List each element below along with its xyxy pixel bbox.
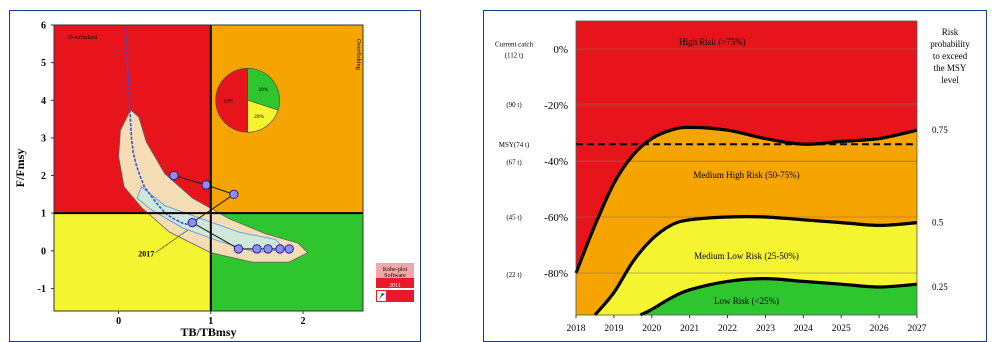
risk-boundary bbox=[593, 215, 918, 317]
x-tick-label: 2021 bbox=[680, 324, 699, 334]
pie-slice bbox=[247, 67, 280, 111]
risk-level-label: 0.75 bbox=[932, 125, 948, 135]
point-connector bbox=[192, 222, 239, 250]
point-connector bbox=[173, 174, 207, 186]
point-connector bbox=[192, 193, 235, 224]
x-tick-label: 2027 bbox=[908, 324, 927, 334]
x-tick-label: 1 bbox=[208, 316, 213, 327]
kobe-software-logo: Kobe-plot Software 2011 bbox=[376, 263, 414, 302]
y-tick-label: 0 bbox=[41, 246, 46, 257]
y-tick-label: 2 bbox=[41, 171, 46, 182]
y-tick-label: -80% bbox=[544, 268, 568, 280]
confidence-region-outer bbox=[118, 109, 309, 263]
risk-boundary bbox=[639, 276, 918, 317]
y-tick-label: -20% bbox=[544, 100, 568, 112]
risk-projection-plot: High Risk (>75%) Medium High Risk (50-75%… bbox=[495, 20, 970, 334]
x-axis-label: TB/TBmsy bbox=[180, 325, 236, 339]
trajectory-point bbox=[284, 244, 294, 254]
catch-label: (90 t) bbox=[506, 101, 522, 109]
svg-text:2011: 2011 bbox=[389, 283, 401, 289]
y-tick-label: 0% bbox=[553, 44, 568, 56]
y-tick-label: -60% bbox=[544, 212, 568, 224]
y-tick-label: 1 bbox=[41, 209, 46, 220]
x-tick-label: 2024 bbox=[794, 324, 813, 334]
x-tick-label: 2019 bbox=[604, 324, 623, 334]
trajectory-point bbox=[201, 180, 211, 190]
trajectory-point bbox=[233, 244, 244, 254]
year-label: 2017 bbox=[138, 249, 154, 258]
risk-level-label: 0.25 bbox=[932, 282, 948, 292]
risk-region-label: Medium High Risk (50-75%) bbox=[693, 170, 799, 180]
catch-label: (112 t) bbox=[505, 52, 524, 60]
catch-labels: Current catch (112 t) (90 t) MSY(74 t) (67 t… bbox=[495, 40, 533, 279]
overfished-label: Overfished bbox=[68, 34, 98, 41]
risk-level-labels: 0.75 0.5 0.25 bbox=[932, 125, 948, 292]
y-tick-label: 4 bbox=[41, 96, 46, 107]
pie-slice-label: 50% bbox=[223, 98, 234, 104]
y-tick-label: 6 bbox=[41, 21, 46, 32]
svg-text:Kobe-plot: Kobe-plot bbox=[383, 267, 408, 273]
catch-label: (22 t) bbox=[506, 271, 522, 279]
y-tick-label: -40% bbox=[544, 156, 568, 168]
x-axis-ticks: 2018 2019 2020 2021 2022 2023 2024 2025 2026 2027 bbox=[567, 315, 927, 334]
risk-level-label: 0.5 bbox=[932, 218, 944, 228]
catch-label: Current catch bbox=[495, 40, 533, 48]
x-tick-label: 2023 bbox=[756, 324, 775, 334]
x-tick-label: 0 bbox=[116, 316, 121, 327]
y-tick-label: -1 bbox=[38, 284, 46, 295]
risk-axis-title-line: level bbox=[941, 75, 959, 85]
catch-label: (45 t) bbox=[506, 213, 522, 221]
catch-label: (67 t) bbox=[506, 159, 522, 167]
gridlines bbox=[576, 48, 917, 274]
y-axis-label: F/Fmsy bbox=[13, 149, 27, 188]
plot-frame bbox=[575, 20, 918, 316]
risk-projection-panel: High Risk (>75%) Medium High Risk (50-75%… bbox=[483, 10, 987, 342]
risk-region-labels: High Risk (>75%) Medium High Risk (50-75%… bbox=[679, 37, 800, 306]
x-tick-label: 2025 bbox=[832, 324, 851, 334]
trajectory-point bbox=[252, 244, 262, 254]
svg-text:Software: Software bbox=[384, 272, 406, 279]
x-axis-ticks: 0 1 2 bbox=[116, 311, 306, 327]
y-axis-ticks: 0% -20% -40% -60% -80% bbox=[544, 44, 568, 280]
risk-axis-title-line: Risk bbox=[942, 27, 959, 37]
catch-label: MSY(74 t) bbox=[499, 141, 530, 149]
y-axis-ticks: -1 0 1 2 3 4 5 6 bbox=[38, 21, 54, 295]
risk-region-label: Medium Low Risk (25-50%) bbox=[694, 251, 799, 261]
pie-slice bbox=[247, 99, 279, 133]
y-tick-label: 5 bbox=[41, 58, 46, 69]
risk-region-label: Low Risk (<25%) bbox=[714, 296, 779, 306]
risk-axis-title-line: probability bbox=[930, 39, 970, 49]
y-tick-label: 3 bbox=[41, 133, 46, 144]
risk-boundary bbox=[574, 125, 918, 274]
risk-axis-title-line: the MSY bbox=[934, 63, 967, 73]
stock-trajectory bbox=[125, 28, 188, 226]
risk-axis-title: Risk probability to exceed the MSY level bbox=[930, 27, 970, 85]
pie-slice-label: 20% bbox=[254, 114, 265, 120]
trajectory-point bbox=[275, 244, 285, 254]
trajectory-point bbox=[229, 189, 239, 200]
plot-frame bbox=[53, 24, 364, 312]
x-tick-label: 2 bbox=[301, 316, 306, 327]
overfishing-label: Overfishing bbox=[355, 39, 362, 71]
risk-regions bbox=[576, 21, 917, 316]
probability-pie: 30% 20% 50% bbox=[215, 67, 280, 133]
x-tick-label: 2026 bbox=[870, 324, 889, 334]
x-tick-label: 2020 bbox=[642, 324, 661, 334]
trajectory-points bbox=[169, 170, 294, 254]
risk-region-label: High Risk (>75%) bbox=[679, 37, 746, 47]
trajectory-point bbox=[263, 244, 273, 254]
risk-axis-title-line: to exceed bbox=[933, 51, 968, 61]
trajectory-point bbox=[187, 217, 198, 228]
pie-slice bbox=[215, 67, 249, 133]
pie-slice-label: 30% bbox=[258, 87, 269, 93]
risk-boundaries bbox=[574, 125, 918, 317]
trajectory-point bbox=[169, 170, 179, 181]
low-risk-region bbox=[640, 278, 917, 315]
x-tick-label: 2018 bbox=[567, 324, 586, 334]
x-tick-label: 2022 bbox=[718, 324, 737, 334]
